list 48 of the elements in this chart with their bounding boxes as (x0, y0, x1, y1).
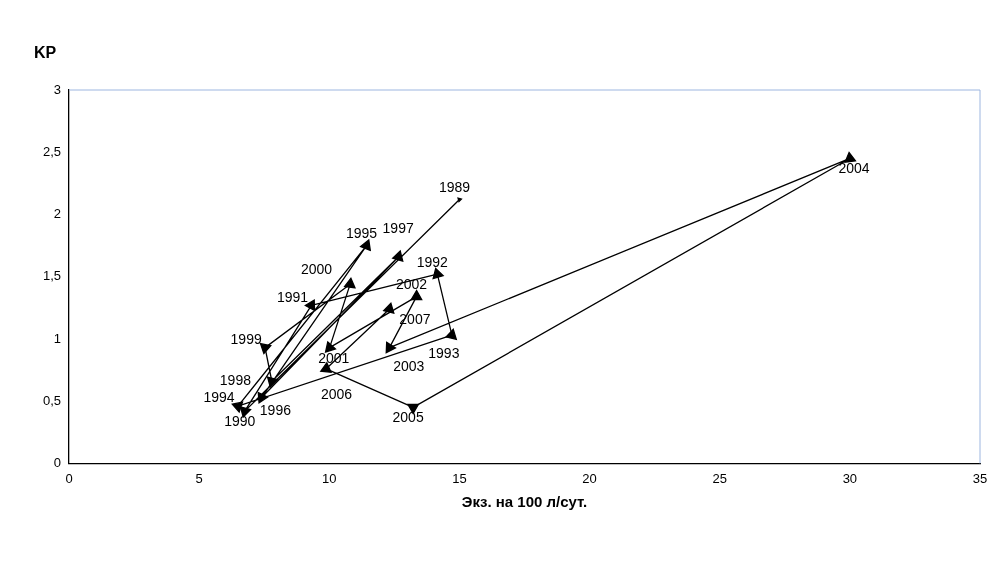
point (432, 267, 444, 280)
annotation: 1990 (224, 413, 256, 430)
annotation: 2002 (395, 276, 428, 293)
point (266, 376, 279, 388)
y-tick-label: 3 (53, 81, 62, 97)
y-tick-label: 0,5 (42, 392, 62, 408)
annotation: 2000 (300, 261, 333, 278)
y-tick-label: 1 (53, 330, 62, 346)
point (257, 391, 269, 404)
annotation: 2003 (393, 358, 425, 375)
point (844, 151, 857, 163)
annotation: 1989 (438, 179, 471, 196)
point (392, 250, 404, 262)
y-tick-label: 1,5 (42, 268, 62, 284)
annotation: 2005 (392, 409, 424, 426)
x-axis-title: Экз. на 100 л/сут. (461, 493, 588, 511)
x-tick-label: 25 (712, 470, 727, 486)
annotation: 1995 (345, 225, 378, 242)
x-tick-label: 30 (842, 470, 858, 486)
annotation: 1999 (230, 330, 262, 347)
point (359, 239, 371, 251)
y-tick-label: 2 (53, 206, 62, 222)
point (343, 277, 356, 289)
annotation: 2006 (320, 385, 353, 402)
point (445, 328, 457, 340)
y-tick-label: 0 (53, 454, 62, 470)
annotation: 1992 (416, 253, 449, 270)
point (410, 289, 423, 301)
y-tick-label: 2,5 (42, 143, 62, 159)
point (259, 343, 272, 355)
annotation: 1993 (428, 344, 460, 361)
x-tick-label: 0 (65, 470, 73, 486)
annotation: 1998 (219, 372, 252, 389)
annotation: 1994 (203, 389, 235, 406)
x-tick-label: 5 (195, 470, 203, 486)
x-tick-label: 20 (582, 470, 597, 486)
x-tick-label: 10 (322, 470, 337, 486)
y-axis-title: KP (34, 44, 57, 62)
point (231, 401, 244, 413)
point (324, 341, 337, 353)
point (383, 302, 395, 314)
annotation: 1996 (259, 402, 292, 419)
x-tick-label: 35 (972, 470, 988, 486)
annotation: 1997 (382, 219, 414, 236)
annotation: 1991 (276, 288, 309, 305)
annotation: 2004 (838, 160, 870, 177)
x-tick-label: 15 (452, 470, 467, 486)
point (385, 341, 397, 354)
